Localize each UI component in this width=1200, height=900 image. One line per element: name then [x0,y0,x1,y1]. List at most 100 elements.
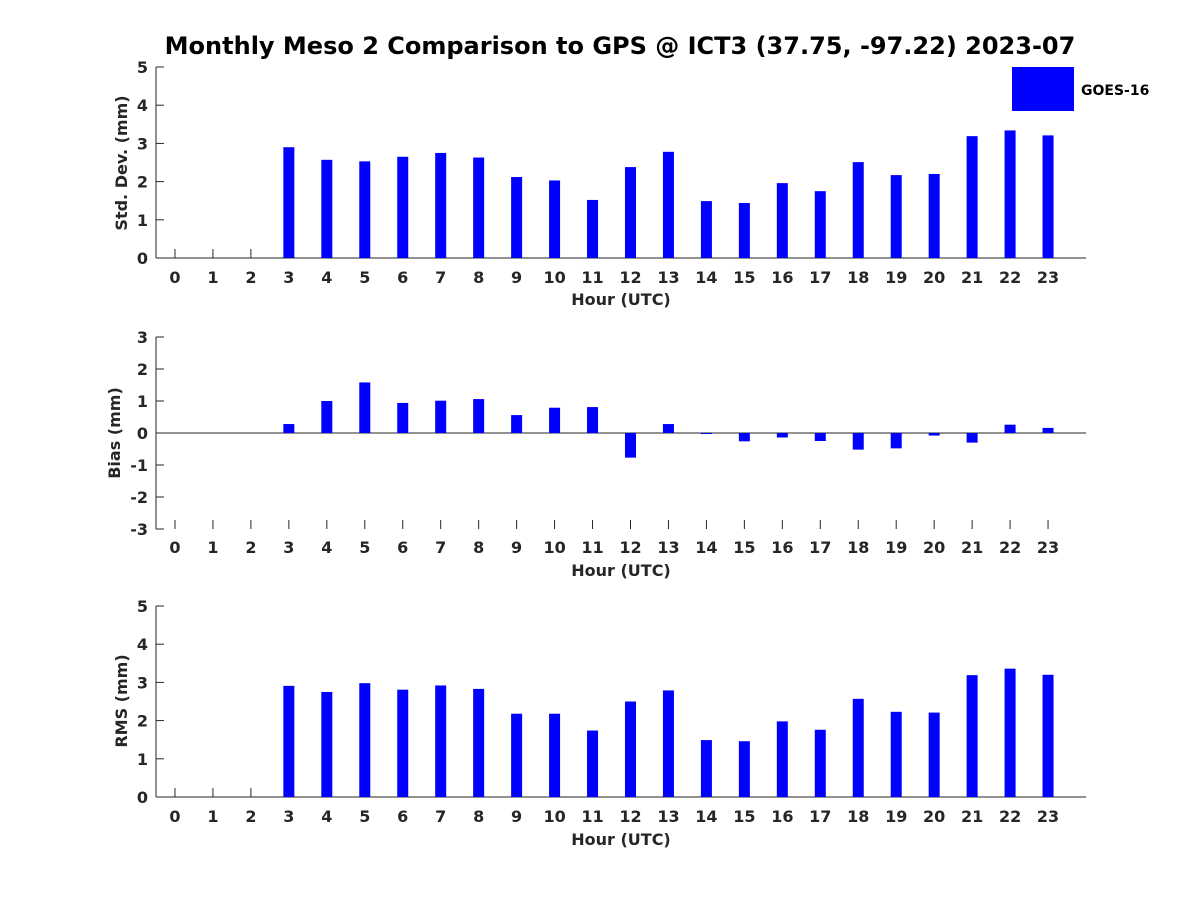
std-dev-xtick-label: 5 [359,268,370,287]
bias-xtick-label: 3 [283,538,294,557]
bias-bar [587,407,599,433]
std-dev-bar [852,162,864,258]
bias-xtick-label: 14 [695,538,717,557]
rms-ytick-label: 5 [137,597,148,616]
bias-bar [738,433,750,442]
rms-bar [966,675,978,797]
rms-bar [852,698,864,797]
std-dev-bar [738,202,750,258]
rms-xtick-label: 19 [885,807,907,826]
rms-xtick-label: 7 [435,807,446,826]
bias-xtick-label: 19 [885,538,907,557]
std-dev-bar [397,156,409,258]
bias-xtick-label: 6 [397,538,408,557]
rms-xtick-label: 6 [397,807,408,826]
std-dev-bar [283,147,295,258]
std-dev-bar [890,175,902,258]
rms-xtick-label: 13 [657,807,679,826]
std-dev-bar [359,161,371,258]
rms-xtick-label: 17 [809,807,831,826]
std-dev-bar [435,152,447,258]
bias-ytick-label: 3 [137,328,148,347]
bias-ytick-label: 2 [137,360,148,379]
std-dev-ylabel: Std. Dev. (mm) [112,95,131,230]
rms-bar [549,713,561,797]
bias-xtick-label: 18 [847,538,869,557]
bias-xtick-label: 2 [245,538,256,557]
bias-bar [966,433,978,443]
std-dev-bar [549,180,561,258]
rms-bar [662,690,674,797]
std-dev-xtick-label: 20 [923,268,945,287]
rms-bar [1042,674,1054,797]
rms-xtick-label: 16 [771,807,793,826]
std-dev-xtick-label: 14 [695,268,717,287]
std-dev-bar [1042,135,1054,258]
rms-bar [435,685,447,797]
bias-xtick-label: 15 [733,538,755,557]
std-dev-xtick-label: 21 [961,268,983,287]
bias-ytick-label: 1 [137,392,148,411]
rms-bar [776,721,788,797]
std-dev-bar [776,183,788,258]
std-dev-xtick-label: 1 [207,268,218,287]
rms-ylabel: RMS (mm) [112,654,131,747]
std-dev-xtick-label: 13 [657,268,679,287]
std-dev-ytick-label: 4 [137,96,148,115]
bias-bar [435,400,447,433]
rms-xtick-label: 10 [543,807,565,826]
bias-xtick-label: 12 [619,538,641,557]
bias-bar [511,415,523,433]
bias-xtick-label: 10 [543,538,565,557]
bias-bar [283,424,295,433]
bias-ytick-label: -2 [130,488,148,507]
rms-xtick-label: 1 [207,807,218,826]
bias-bar [662,424,674,433]
std-dev-xtick-label: 18 [847,268,869,287]
std-dev-xtick-label: 4 [321,268,332,287]
legend-swatch [1012,67,1074,111]
rms-xtick-label: 2 [245,807,256,826]
bias-ytick-label: -1 [130,456,148,475]
rms-xtick-label: 20 [923,807,945,826]
std-dev-xtick-label: 10 [543,268,565,287]
bias-xtick-label: 21 [961,538,983,557]
rms-xtick-label: 8 [473,807,484,826]
bias-xtick-label: 20 [923,538,945,557]
rms-xtick-label: 21 [961,807,983,826]
rms-xtick-label: 5 [359,807,370,826]
rms-bar [738,741,750,797]
bias-bar [549,407,561,433]
rms-xtick-label: 0 [169,807,180,826]
bias-ytick-label: 0 [137,424,148,443]
rms-bar [1004,668,1016,797]
std-dev-xtick-label: 23 [1037,268,1059,287]
std-dev-bar [1004,130,1016,258]
rms-xtick-label: 11 [581,807,603,826]
std-dev-xtick-label: 12 [619,268,641,287]
bias-bar [397,402,409,433]
std-dev-bar [700,201,712,258]
std-dev-xtick-label: 16 [771,268,793,287]
std-dev-xtick-label: 3 [283,268,294,287]
rms-bar [473,688,485,797]
std-dev-bar [928,173,940,258]
std-dev-ytick-label: 1 [137,211,148,230]
std-dev-xtick-label: 11 [581,268,603,287]
bias-bar [1042,427,1054,433]
std-dev-ytick-label: 0 [137,249,148,268]
bias-xtick-label: 0 [169,538,180,557]
rms-ytick-label: 4 [137,635,148,654]
std-dev-bar [321,159,333,258]
bias-xtick-label: 5 [359,538,370,557]
bias-xlabel: Hour (UTC) [571,561,671,580]
rms-ytick-label: 0 [137,788,148,807]
legend: GOES-16 [1012,67,1149,111]
rms-xtick-label: 4 [321,807,332,826]
